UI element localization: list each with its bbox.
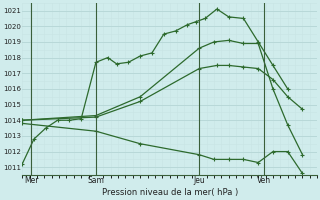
X-axis label: Pression niveau de la mer( hPa ): Pression niveau de la mer( hPa ) (101, 188, 238, 197)
